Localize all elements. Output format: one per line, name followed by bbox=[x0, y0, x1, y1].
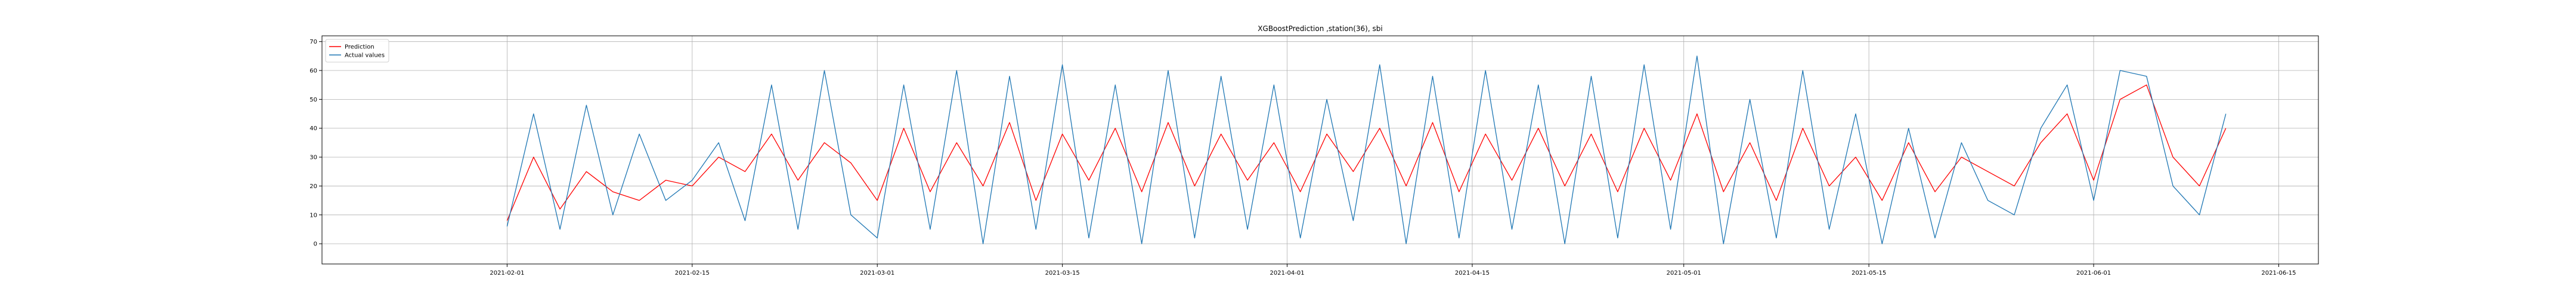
y-tick-label: 30 bbox=[309, 155, 317, 161]
x-tick-label: 2021-02-01 bbox=[490, 270, 524, 277]
series-line-actual-values bbox=[506, 56, 2227, 244]
series-line-prediction bbox=[506, 84, 2227, 221]
x-tick-label: 2021-06-15 bbox=[2261, 270, 2296, 277]
x-tick-label: 2021-02-15 bbox=[675, 270, 710, 277]
x-tick-label: 2021-03-01 bbox=[860, 270, 894, 277]
y-tick-label: 70 bbox=[309, 39, 317, 45]
legend-box bbox=[325, 39, 389, 63]
y-tick-label: 40 bbox=[309, 125, 317, 132]
y-tick-label: 20 bbox=[309, 183, 317, 190]
axes-frame bbox=[321, 35, 2319, 265]
chart-title: XGBoostPrediction ,station(36), sbi bbox=[1258, 24, 1382, 33]
legend-label: Prediction bbox=[345, 44, 374, 51]
series-lines bbox=[506, 56, 2227, 244]
y-tick-label: 60 bbox=[309, 68, 317, 75]
legend: Prediction Actual values bbox=[325, 39, 389, 63]
x-axis: 2021-02-01 2021-02-15 2021-03-01 2021-03-15… bbox=[490, 264, 2296, 277]
y-tick-label: 50 bbox=[309, 97, 317, 103]
y-axis: 0 10 20 30 40 50 60 70 bbox=[309, 39, 322, 248]
x-tick-label: 2021-03-15 bbox=[1045, 270, 1080, 277]
x-tick-label: 2021-04-15 bbox=[1455, 270, 1490, 277]
x-tick-label: 2021-05-01 bbox=[1667, 270, 1701, 277]
grid bbox=[322, 36, 2318, 264]
x-tick-label: 2021-05-15 bbox=[1852, 270, 1886, 277]
legend-label: Actual values bbox=[345, 53, 385, 59]
y-tick-label: 0 bbox=[314, 241, 317, 248]
x-tick-label: 2021-04-01 bbox=[1270, 270, 1305, 277]
y-tick-label: 10 bbox=[309, 212, 317, 219]
x-tick-label: 2021-06-01 bbox=[2076, 270, 2111, 277]
